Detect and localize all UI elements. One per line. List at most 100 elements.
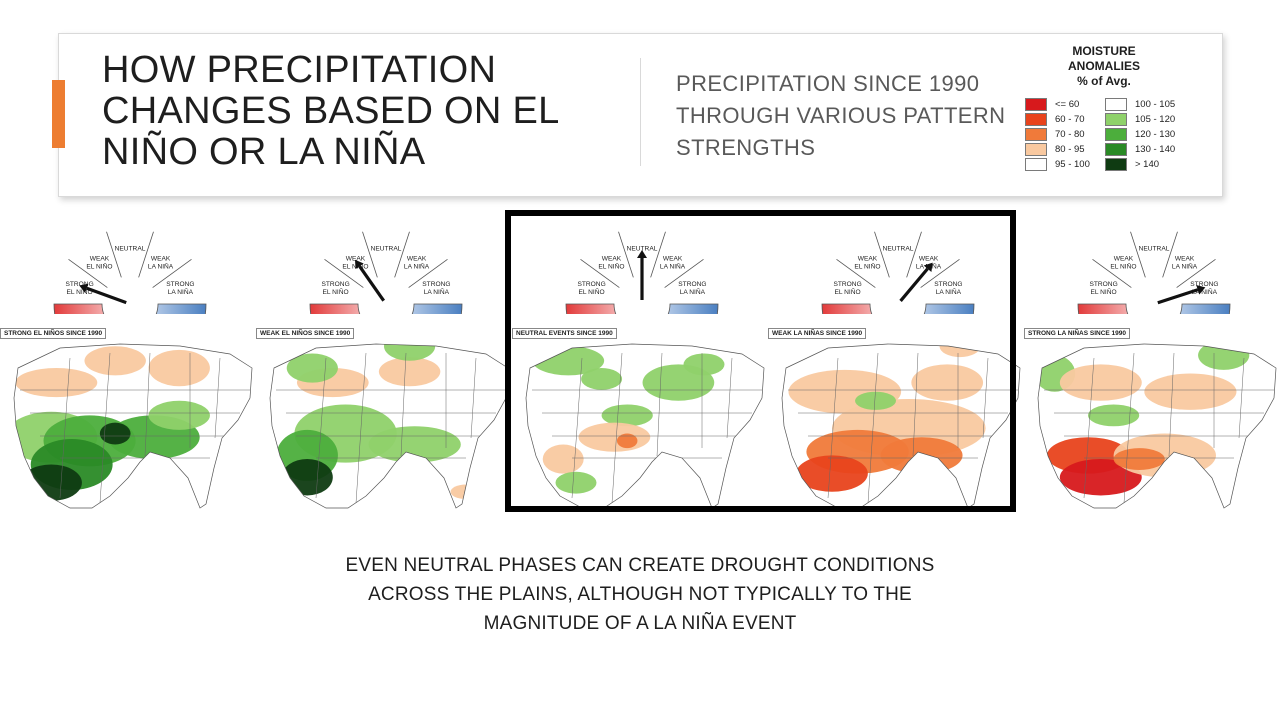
precipitation-map: STRONG LA NIÑAS SINCE 1990 [1024, 328, 1280, 510]
legend-label: > 140 [1135, 159, 1160, 170]
map-coastline [525, 343, 765, 509]
gauge-label: EL NIÑO [835, 287, 861, 296]
legend-label: 100 - 105 [1135, 99, 1176, 110]
legend-swatch [1025, 143, 1047, 156]
gauge-needle-head [1196, 285, 1206, 295]
gauge-label: LA NIÑA [1192, 287, 1218, 296]
anomaly-region [616, 433, 638, 449]
map-coastline [269, 343, 509, 509]
gauge-arc [53, 303, 207, 314]
map-coastline [1037, 343, 1277, 509]
gauge-needle-head [355, 259, 364, 270]
legend-label: 60 - 70 [1055, 114, 1085, 125]
gauge-label: LA NIÑA [148, 261, 174, 270]
legend-swatch [1025, 113, 1047, 126]
gauge-label: STRONG [934, 281, 962, 288]
legend-label: 95 - 100 [1055, 159, 1090, 170]
gauge-label: LA NIÑA [404, 261, 430, 270]
gauge-label: NEUTRAL [1139, 246, 1170, 253]
gauge-label: WEAK [663, 255, 683, 262]
legend-swatch [1025, 128, 1047, 141]
legend-swatch [1105, 143, 1127, 156]
precipitation-map: WEAK EL NIÑOS SINCE 1990 [256, 328, 512, 510]
caption-line-1: EVEN NEUTRAL PHASES CAN CREATE DROUGHT C… [345, 555, 935, 576]
anomaly-region [555, 471, 597, 494]
header-divider [640, 58, 641, 166]
gauge-label: EL NIÑO [67, 287, 93, 296]
gauge-label: STRONG [678, 281, 706, 288]
anomaly-region [286, 353, 338, 383]
legend-label: 80 - 95 [1055, 144, 1085, 155]
precipitation-map: STRONG EL NIÑOS SINCE 1990 [0, 328, 256, 510]
legend-title-line-3: % of Avg. [1077, 74, 1131, 88]
legend-label: 70 - 80 [1055, 129, 1085, 140]
map-label: WEAK EL NIÑOS SINCE 1990 [256, 328, 355, 339]
gauge-label: LA NIÑA [680, 287, 706, 296]
gauge-label: EL NIÑO [323, 287, 349, 296]
gauge-label: NEUTRAL [115, 246, 146, 253]
title-line-3: NIÑO OR LA NIÑA [102, 131, 426, 173]
legend-label: 130 - 140 [1135, 144, 1176, 155]
anomaly-region [378, 357, 441, 387]
anomaly-region [148, 400, 210, 430]
page-title: HOW PRECIPITATION CHANGES BASED ON EL NI… [102, 50, 572, 173]
gauge-label: NEUTRAL [371, 246, 402, 253]
anomaly-region [1059, 364, 1142, 401]
page-subtitle: PRECIPITATION SINCE 1990 THROUGH VARIOUS… [676, 68, 1006, 164]
gauge-label: WEAK [919, 255, 939, 262]
gauge-label: STRONG [166, 281, 194, 288]
legend-swatch [1025, 158, 1047, 171]
gauge-label: WEAK [1114, 255, 1134, 262]
moisture-legend: MOISTURE ANOMALIES % of Avg. <= 60 60 - 7… [1025, 44, 1183, 184]
legend-label: 120 - 130 [1135, 129, 1176, 140]
gauge-label: EL NIÑO [598, 261, 624, 270]
gauge-label: WEAK [602, 255, 622, 262]
gauge-label: STRONG [577, 281, 605, 288]
anomaly-region [601, 404, 653, 427]
gauge-label: EL NIÑO [579, 287, 605, 296]
map-label: NEUTRAL EVENTS SINCE 1990 [512, 328, 617, 339]
map-label: STRONG LA NIÑAS SINCE 1990 [1024, 328, 1131, 339]
caption-line-3: MAGNITUDE OF A LA NIÑA EVENT [483, 613, 797, 634]
anomaly-region [1198, 344, 1250, 370]
subtitle-line-2: THROUGH VARIOUS PATTERN [676, 103, 1006, 128]
legend-title-line-1: MOISTURE [1072, 44, 1136, 58]
map-graphic [781, 343, 1021, 509]
gauge-needle [899, 267, 929, 302]
gauge-label: WEAK [90, 255, 110, 262]
gauge-label: LA NIÑA [168, 287, 194, 296]
gauge-label: WEAK [346, 255, 366, 262]
map-graphic [13, 343, 253, 509]
anomaly-region [542, 444, 584, 474]
anomaly-region [880, 437, 963, 474]
anomaly-region [1144, 373, 1237, 410]
anomaly-region [578, 422, 651, 452]
legend-label: 105 - 120 [1135, 114, 1176, 125]
legend-swatch [1105, 113, 1127, 126]
legend-swatch [1105, 158, 1127, 171]
gauge-needle-head [637, 250, 647, 258]
gauge-label: LA NIÑA [424, 287, 450, 296]
accent-bar [52, 80, 65, 148]
map-graphic [269, 343, 509, 509]
gauge-label: LA NIÑA [660, 261, 686, 270]
gauge-label: STRONG [321, 281, 349, 288]
gauge-label: WEAK [151, 255, 171, 262]
legend-title: MOISTURE ANOMALIES % of Avg. [1025, 44, 1183, 89]
gauge-needle [1157, 288, 1199, 305]
legend-title-line-2: ANOMALIES [1068, 59, 1140, 73]
title-line-2: CHANGES BASED ON EL [102, 90, 560, 132]
gauge-label: WEAK [407, 255, 427, 262]
precipitation-map: NEUTRAL EVENTS SINCE 1990 [512, 328, 768, 510]
anomaly-region [84, 346, 146, 376]
gauge-label: STRONG [1190, 281, 1218, 288]
anomaly-region [911, 364, 984, 401]
map-graphic [525, 343, 765, 509]
